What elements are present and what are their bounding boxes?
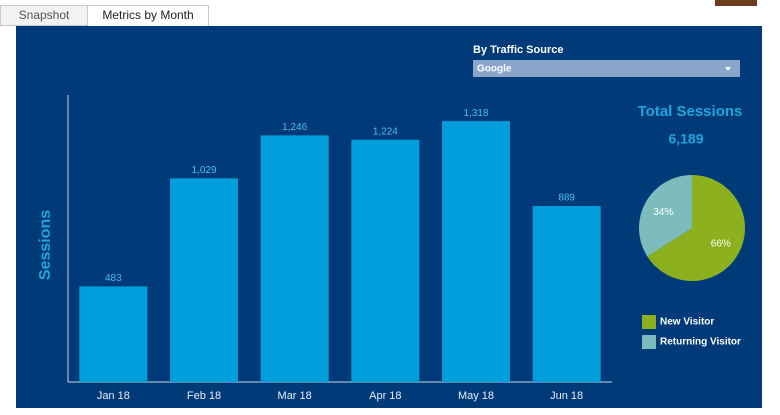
x-tick-label: Feb 18 xyxy=(187,390,221,402)
bar xyxy=(442,121,510,383)
dropdown[interactable] xyxy=(473,60,740,77)
tab-label[interactable]: Snapshot xyxy=(19,8,70,22)
filter-label: By Traffic Source xyxy=(473,44,563,56)
legend-label: Returning Visitor xyxy=(660,337,741,348)
bar-value-label: 483 xyxy=(105,273,122,284)
bar-value-label: 889 xyxy=(558,193,575,204)
dropdown-value[interactable]: Google xyxy=(477,64,512,75)
bar xyxy=(79,286,148,382)
pie-slice xyxy=(647,175,745,282)
bar-value-label: 1,029 xyxy=(191,165,216,176)
tab-label[interactable]: Metrics by Month xyxy=(102,8,193,22)
legend-label: New Visitor xyxy=(660,317,714,328)
pie-label: 34% xyxy=(653,207,673,218)
bar-value-label: 1,318 xyxy=(463,108,488,119)
corner-badge xyxy=(715,0,757,6)
total-value: 6,189 xyxy=(668,131,703,147)
bar xyxy=(260,135,329,382)
legend-swatch xyxy=(642,335,656,349)
y-axis-label: Sessions xyxy=(37,210,54,280)
bar-value-label: 1,224 xyxy=(373,126,398,137)
x-tick-label: Apr 18 xyxy=(369,390,401,402)
bar xyxy=(532,206,601,382)
x-tick-label: Jan 18 xyxy=(97,390,130,402)
dropdown-arrow[interactable] xyxy=(725,67,731,71)
bar xyxy=(351,139,420,382)
pie-slice xyxy=(638,175,692,257)
x-tick-label: Mar 18 xyxy=(278,390,312,402)
pie-label: 66% xyxy=(711,238,731,249)
pie-title: Total Sessions xyxy=(638,103,743,120)
bar xyxy=(170,178,238,382)
legend-swatch xyxy=(642,315,656,329)
bar-value-label: 1,246 xyxy=(282,122,307,133)
x-tick-label: Jun 18 xyxy=(550,390,583,402)
x-tick-label: May 18 xyxy=(458,390,494,402)
